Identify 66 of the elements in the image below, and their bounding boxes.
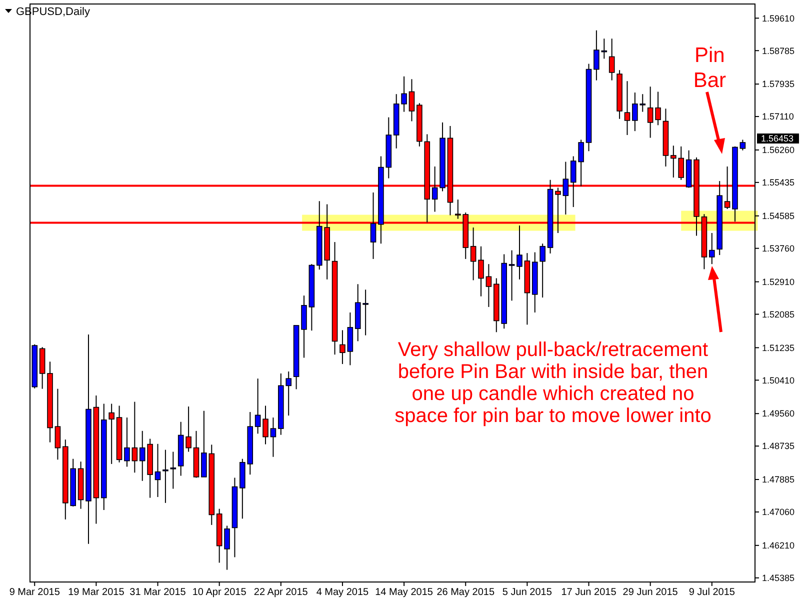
candlestick: [340, 330, 346, 365]
candlestick: [270, 417, 276, 458]
candlestick: [594, 30, 600, 81]
x-tick-label: 14 May 2015: [375, 587, 434, 598]
text: 1.56453: [761, 134, 794, 144]
candlestick: [54, 388, 61, 460]
y-tick-label: 1.46210: [762, 540, 795, 551]
y-tick-label: 1.57110: [762, 112, 794, 122]
candlestick: [370, 192, 376, 260]
y-tick-label: 1.52910: [762, 276, 795, 287]
candlestick: [132, 401, 138, 474]
y-tick-label: 1.45385: [762, 573, 795, 584]
x-tick-label: 19 Mar 2015: [68, 587, 125, 598]
candlestick: [647, 86, 654, 138]
candlestick: [478, 246, 484, 297]
candlestick: [124, 417, 130, 468]
y-tick-label: 1.50410: [762, 375, 795, 386]
candlestick: [108, 403, 114, 464]
candlestick: [170, 451, 176, 490]
y-tick-label: 1.47060: [762, 507, 795, 518]
candlestick: [408, 78, 415, 122]
candlestick: [562, 161, 569, 216]
y-tick-label: 1.49560: [762, 408, 795, 419]
candlestick: [540, 243, 546, 298]
candlestick: [624, 80, 630, 136]
x-tick-label: 9 Jul 2015: [688, 587, 736, 598]
candlestick: [709, 232, 715, 265]
candlestick: [301, 295, 307, 358]
x-tick-label: 9 Mar 2015: [9, 587, 60, 598]
y-tick-label: 1.51235: [762, 342, 795, 353]
y-tick-label: 1.57935: [762, 79, 795, 90]
x-tick-label: 10 Apr 2015: [192, 587, 247, 598]
candlestick: [154, 443, 161, 498]
candlestick: [608, 38, 615, 81]
y-tick-label: 1.55435: [762, 178, 795, 188]
candlestick: [486, 264, 492, 308]
candlestick: [516, 225, 522, 280]
candlestick: [224, 525, 230, 570]
candlestick: [740, 139, 746, 151]
x-tick-label: 29 Jun 2015: [622, 587, 678, 598]
y-tick-label: 1.52085: [762, 309, 795, 320]
candlestick: [401, 76, 407, 112]
x-tick-label: 31 Mar 2015: [130, 587, 186, 598]
y-tick-label: 1.47885: [762, 474, 795, 485]
candlestick: [262, 405, 268, 445]
annotation: Pin Bar: [693, 44, 726, 92]
annotation: Very shallow pull-back/retracement before Pin Bar with inside bar, then one up candle which created no space for pin bar to move lower into: [394, 339, 712, 427]
candlestick: [186, 406, 192, 452]
candlestick: [254, 378, 261, 434]
x-tick-label: 22 Apr 2015: [254, 587, 308, 598]
candlestick: [655, 91, 661, 126]
x-tick-label: 4 May 2015: [316, 587, 370, 598]
candlestick: [347, 312, 354, 366]
x-tick-label: 17 Jun 2015: [561, 587, 617, 598]
y-tick-label: 1.59610: [762, 13, 795, 24]
y-tick-label: 1.58785: [762, 46, 795, 56]
y-tick-label: 1.54585: [762, 211, 795, 222]
candlestick: [508, 250, 515, 302]
candlestick: [432, 166, 438, 212]
y-tick-label: 1.53760: [762, 243, 795, 254]
y-tick-label: 1.56260: [762, 145, 795, 156]
y-tick-label: 1.48735: [762, 441, 795, 452]
candlestick: [470, 226, 476, 281]
candlestick: [162, 449, 168, 504]
x-tick-label: 5 Jun 2015: [502, 587, 552, 598]
x-tick-label: 26 May 2015: [436, 587, 495, 598]
